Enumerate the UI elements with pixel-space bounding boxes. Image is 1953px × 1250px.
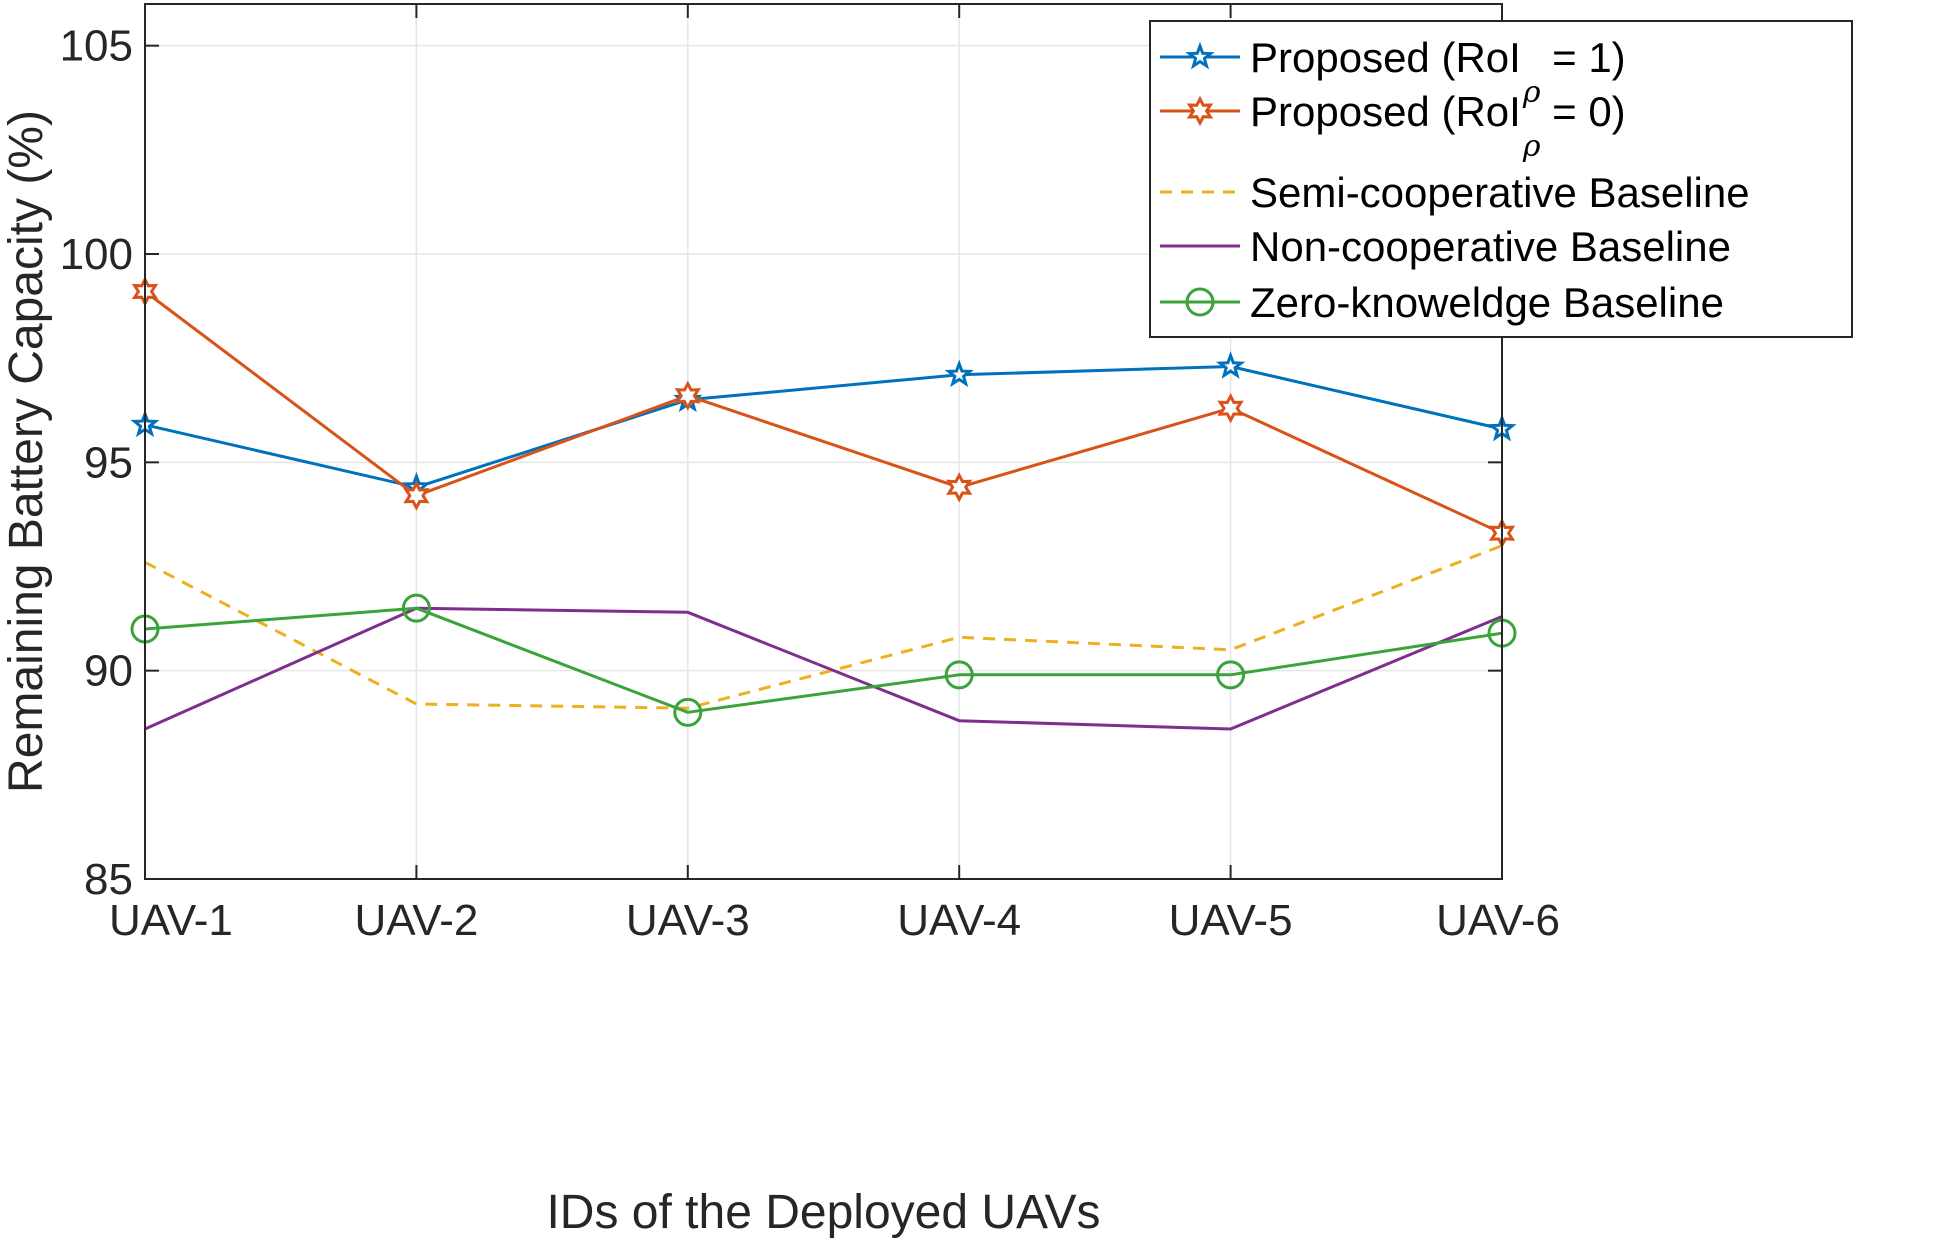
y-tick-label: 100 — [60, 230, 133, 279]
data-point — [673, 697, 703, 727]
data-point — [401, 593, 431, 623]
legend: Proposed (RoIρ = 1)Proposed (RoIρ = 0) Se… — [1149, 20, 1853, 338]
series-line — [144, 606, 1503, 714]
legend-label: Proposed (RoIρ = 1) — [1250, 34, 1626, 110]
x-tick-label: UAV-6 — [1436, 896, 1560, 945]
y-tick-label: 105 — [60, 22, 133, 71]
x-tick-label: UAV-1 — [109, 896, 233, 945]
y-tick-label: 90 — [84, 647, 133, 696]
x-tick-labels: UAV-1 UAV-2 UAV-3 UAV-4 UAV-5 UAV-6 — [109, 896, 1560, 945]
data-point — [945, 472, 973, 503]
y-tick-label: 85 — [84, 855, 133, 904]
legend-entry: Zero-knoweldge Baseline — [1160, 279, 1724, 326]
x-tick-label: UAV-4 — [897, 896, 1021, 945]
x-tick-label: UAV-2 — [354, 896, 478, 945]
series-5 — [130, 593, 1517, 727]
axes-box — [144, 3, 1503, 880]
x-tick-label: UAV-5 — [1169, 896, 1293, 945]
legend-label: Semi-cooperative Baseline — [1250, 169, 1750, 216]
legend-marker — [1186, 95, 1214, 127]
legend-box — [1149, 20, 1853, 338]
data-point — [403, 480, 430, 511]
data-point — [1216, 660, 1246, 690]
legend-entry: Proposed (RoIρ = 1) — [1160, 34, 1626, 110]
x-tick-label: UAV-3 — [626, 896, 750, 945]
series-layer — [130, 276, 1517, 731]
data-point — [944, 660, 974, 690]
legend-marker — [1185, 287, 1215, 317]
legend-label: Zero-knoweldge Baseline — [1250, 279, 1724, 326]
series-line — [144, 290, 1503, 535]
series-line — [144, 606, 1503, 731]
data-point — [944, 359, 974, 388]
series-1 — [130, 351, 1517, 500]
data-point — [1215, 351, 1246, 379]
series-3 — [144, 544, 1503, 710]
legend-marker — [1185, 41, 1215, 70]
legend-label: Non-cooperative Baseline — [1250, 223, 1731, 270]
legend-entry: Proposed (RoIρ = 0) — [1160, 88, 1626, 164]
series-4 — [144, 606, 1503, 731]
y-axis-label: Remaining Battery Capacity (%) — [0, 110, 53, 793]
data-point — [674, 380, 702, 411]
series-line — [144, 544, 1503, 710]
legend-entry: Semi-cooperative Baseline — [1160, 169, 1750, 216]
y-tick-labels: 85 90 95 100 105 — [60, 22, 133, 904]
series-line — [144, 365, 1503, 489]
legend-entry: Non-cooperative Baseline — [1160, 223, 1731, 270]
x-axis-label: IDs of the Deployed UAVs — [546, 1186, 1100, 1239]
data-point — [1217, 392, 1244, 424]
y-tick-label: 95 — [84, 438, 133, 487]
tick-marks — [144, 4, 1503, 880]
legend-label: Proposed (RoIρ = 0) — [1250, 88, 1626, 164]
